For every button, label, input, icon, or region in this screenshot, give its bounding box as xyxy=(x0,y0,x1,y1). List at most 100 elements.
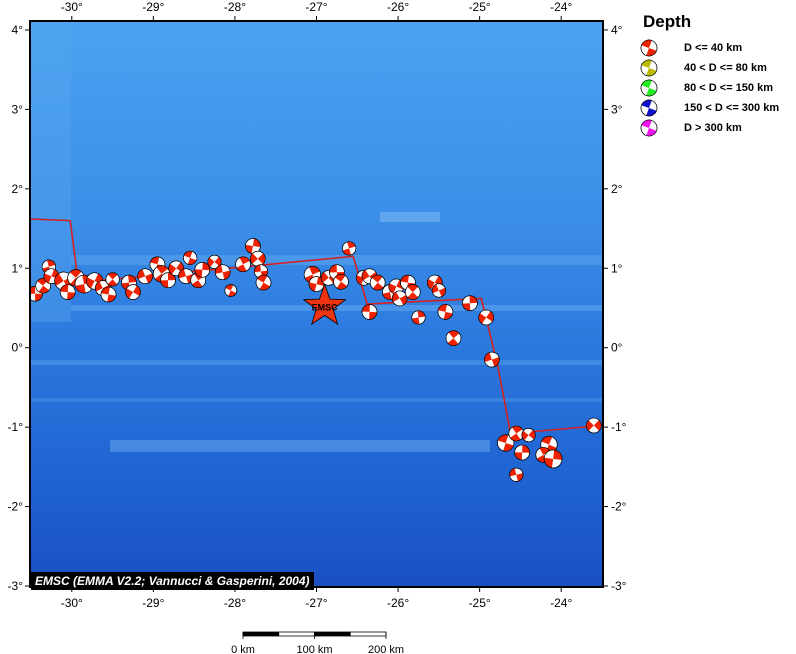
x-tick-label: -25° xyxy=(469,0,491,14)
y-tick-labels-right: 4° 3° 2° 1° 0° -1° -2° -3° xyxy=(611,23,627,593)
event-beachball xyxy=(255,274,272,291)
legend-beachball-icon xyxy=(640,99,658,117)
y-tick-label: 0° xyxy=(12,341,24,355)
event-beachball xyxy=(214,264,231,281)
x-tick-label: -25° xyxy=(469,596,491,610)
legend-beachball-icon xyxy=(640,39,658,57)
event-beachball xyxy=(411,310,426,325)
legend-row: 80 < D <= 150 km xyxy=(640,78,790,98)
y-tick-label: 4° xyxy=(12,23,24,37)
legend-row: D <= 40 km xyxy=(640,38,790,58)
scale-bar: 0 km 100 km 200 km xyxy=(231,631,404,654)
event-beachball xyxy=(585,417,602,434)
legend-row: 40 < D <= 80 km xyxy=(640,58,790,78)
y-tick-label: 2° xyxy=(611,182,623,196)
y-tick-label: 3° xyxy=(12,102,24,116)
y-tick-label: 2° xyxy=(12,182,24,196)
legend-beachball-icon xyxy=(640,79,658,97)
legend-beachball xyxy=(640,119,658,137)
event-beachball xyxy=(224,284,238,297)
event-beachball xyxy=(105,272,120,287)
station-label: EMSC xyxy=(312,302,339,312)
x-tick-label: -29° xyxy=(142,0,164,14)
legend-title: Depth xyxy=(643,12,692,31)
legend-beachball xyxy=(640,39,658,57)
event-beachball xyxy=(245,238,261,254)
event-beachball xyxy=(183,250,198,265)
event-beachball xyxy=(521,428,536,443)
map-credit: EMSC (EMMA V2.2; Vannucci & Gasperini, 2… xyxy=(31,572,314,590)
legend-label: 40 < D <= 80 km xyxy=(684,62,767,74)
scale-bar-segment xyxy=(349,631,387,637)
legend-label: 80 < D <= 150 km xyxy=(684,82,773,94)
y-tick-labels-left: 4° 3° 2° 1° 0° -1° -2° -3° xyxy=(8,23,24,593)
x-tick-label: -27° xyxy=(305,0,327,14)
x-tick-label: -26° xyxy=(387,596,409,610)
scale-bar-segment xyxy=(278,631,315,637)
scale-bar-label: 0 km xyxy=(231,644,255,654)
legend-label: 150 < D <= 300 km xyxy=(684,102,780,114)
event-beachball xyxy=(462,295,478,312)
emsc-station: EMSC xyxy=(302,283,347,326)
scale-bar-label: 200 km xyxy=(368,644,404,654)
legend-beachball-icon xyxy=(640,59,658,77)
legend-beachball-icon xyxy=(640,119,658,137)
y-tick-label: -1° xyxy=(611,420,627,434)
x-tick-label: -30° xyxy=(61,0,83,14)
x-tick-label: -24° xyxy=(550,596,572,610)
event-beachball xyxy=(497,434,515,452)
y-tick-label: 4° xyxy=(611,23,623,37)
x-tick-label: -28° xyxy=(224,596,246,610)
event-beachball xyxy=(125,284,141,300)
event-beachball xyxy=(342,241,357,256)
legend-beachball xyxy=(640,59,658,77)
station-star-icon xyxy=(302,283,347,326)
y-tick-label: 0° xyxy=(611,341,623,355)
x-tick-label: -26° xyxy=(387,0,409,14)
event-beachball xyxy=(404,284,421,300)
y-tick-label: 1° xyxy=(611,261,623,275)
event-beachball xyxy=(100,286,117,303)
event-beachball xyxy=(369,274,386,291)
y-tick-label: -2° xyxy=(8,500,24,514)
event-beachball xyxy=(194,261,211,278)
x-tick-label: -27° xyxy=(305,596,327,610)
event-beachball xyxy=(235,256,251,273)
scale-bar-segment xyxy=(242,631,280,637)
event-beachball xyxy=(508,425,525,442)
event-beachball xyxy=(333,273,349,290)
legend-label: D <= 40 km xyxy=(684,42,743,54)
scale-bar-label: 100 km xyxy=(296,644,332,654)
y-tick-label: -3° xyxy=(611,579,627,593)
event-beachball xyxy=(509,467,524,482)
event-beachball xyxy=(478,309,495,326)
y-tick-label: 3° xyxy=(611,102,623,116)
x-tick-label: -30° xyxy=(61,596,83,610)
event-beachball xyxy=(249,250,266,267)
legend-row: D > 300 km xyxy=(640,118,790,138)
x-tick-labels-top: -30° -29° -28° -27° -26° -25° -24° xyxy=(61,0,573,14)
legend-row: 150 < D <= 300 km xyxy=(640,98,790,118)
event-beachball xyxy=(137,268,153,285)
earthquake-events xyxy=(31,238,602,482)
event-beachball xyxy=(431,283,446,298)
event-beachball xyxy=(59,284,76,300)
y-tick-label: -3° xyxy=(8,579,24,593)
y-tick-label: 1° xyxy=(12,261,24,275)
y-tick-label: -2° xyxy=(611,500,627,514)
event-beachball xyxy=(514,444,530,461)
x-tick-label: -24° xyxy=(550,0,572,14)
legend-beachball xyxy=(640,99,658,117)
x-tick-label: -28° xyxy=(224,0,246,14)
y-tick-label: -1° xyxy=(8,420,24,434)
depth-legend: Depth D <= 40 km 40 < D <= 80 km 80 < D <=… xyxy=(640,12,790,138)
event-beachball xyxy=(308,276,325,292)
scale-bar-segment xyxy=(314,631,351,637)
legend-label: D > 300 km xyxy=(684,122,742,134)
event-beachball xyxy=(160,272,176,289)
plate-boundary-line xyxy=(31,218,602,435)
event-beachball xyxy=(543,449,563,469)
event-beachball xyxy=(437,304,454,320)
x-tick-label: -29° xyxy=(142,596,164,610)
